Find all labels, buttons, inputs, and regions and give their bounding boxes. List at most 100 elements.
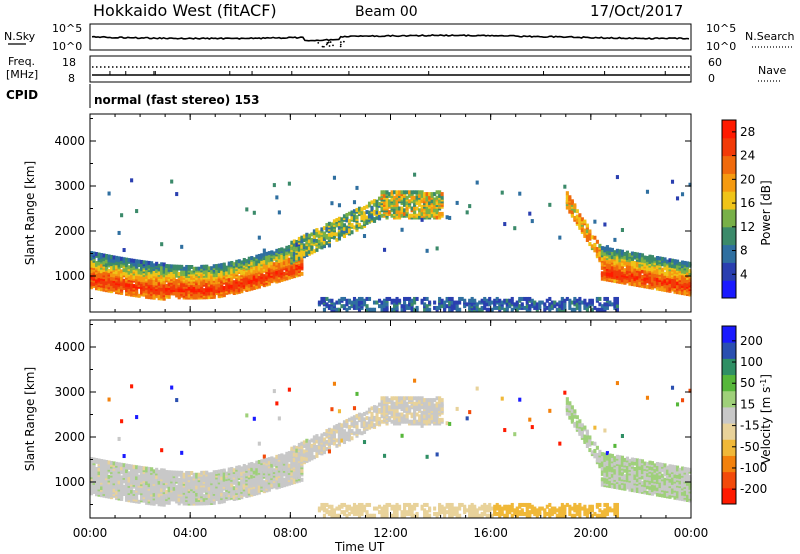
power-cell xyxy=(367,201,372,206)
velocity-cell xyxy=(325,439,329,444)
power-cell xyxy=(633,260,637,265)
power-cell xyxy=(660,267,665,272)
velocity-cell xyxy=(177,470,181,475)
power-cell xyxy=(510,307,514,312)
velocity-cell xyxy=(393,504,397,509)
velocity-cell xyxy=(385,508,389,513)
power-cell xyxy=(305,236,309,241)
velocity-cell xyxy=(275,476,279,481)
power-cell xyxy=(585,229,589,233)
velocity-cell xyxy=(355,391,359,396)
power-cell xyxy=(628,278,632,283)
velocity-cell xyxy=(115,461,119,466)
velocity-cell xyxy=(285,451,289,456)
velocity-cell xyxy=(292,445,296,450)
power-cell xyxy=(418,211,422,216)
velocity-cell xyxy=(367,420,372,425)
nave-tick-bottom: 0 xyxy=(708,72,715,85)
power-cell xyxy=(580,217,584,222)
power-cell xyxy=(130,283,134,288)
nave-tick-top: 60 xyxy=(708,56,722,69)
power-cell xyxy=(413,300,417,305)
power-cell xyxy=(435,190,439,195)
power-cell xyxy=(630,278,635,283)
velocity-cell xyxy=(362,420,367,425)
velocity-cell xyxy=(175,490,179,495)
power-cell xyxy=(440,304,444,309)
power-cell xyxy=(518,304,522,309)
velocity-cell xyxy=(225,493,229,498)
velocity-cell xyxy=(242,463,246,468)
power-cell xyxy=(423,296,427,301)
power-cell xyxy=(688,182,692,187)
power-cell xyxy=(448,307,452,312)
power-cell xyxy=(337,216,342,221)
velocity-cell xyxy=(385,502,389,507)
power-cell xyxy=(295,239,299,244)
velocity-cell xyxy=(287,451,291,456)
power-cell xyxy=(142,260,146,265)
power-cell xyxy=(352,305,357,310)
power-cell xyxy=(588,298,592,303)
velocity-cell xyxy=(302,440,306,445)
velocity-cell xyxy=(382,396,387,401)
velocity-cell xyxy=(315,444,319,449)
power-cell xyxy=(310,237,314,242)
colorbar-segment xyxy=(722,280,736,299)
power-cell xyxy=(445,296,449,301)
power-cell xyxy=(615,272,619,277)
power-cell xyxy=(222,267,226,272)
power-cell xyxy=(365,296,369,301)
power-cell xyxy=(327,298,331,303)
power-cell xyxy=(518,191,522,196)
power-cell xyxy=(623,268,627,273)
power-cell xyxy=(157,263,161,268)
velocity-cell xyxy=(395,502,399,507)
power-cell xyxy=(250,275,254,280)
power-cell xyxy=(415,190,419,195)
power-cell xyxy=(488,296,492,301)
power-cell xyxy=(140,259,144,264)
power-cell xyxy=(155,281,159,286)
velocity-cell xyxy=(110,482,114,487)
colorbar-segment xyxy=(722,191,736,210)
velocity-cell xyxy=(382,513,387,518)
power-cell xyxy=(380,307,384,312)
velocity-heatmap xyxy=(90,378,692,518)
velocity-cell xyxy=(290,471,294,476)
velocity-cell xyxy=(100,493,104,498)
power-cell xyxy=(480,305,484,310)
power-cell xyxy=(570,199,574,204)
velocity-cell xyxy=(367,407,372,412)
power-cell xyxy=(563,305,567,310)
power-cell xyxy=(200,264,204,269)
power-cell xyxy=(247,283,251,288)
power-cell xyxy=(272,251,276,256)
power-cell xyxy=(170,271,174,276)
power-cell xyxy=(505,302,509,307)
power-cell xyxy=(533,305,537,310)
colorbar-tick-label: 28 xyxy=(740,125,755,139)
velocity-cell xyxy=(205,470,209,475)
power-cell xyxy=(97,261,101,266)
power-cell xyxy=(95,279,99,284)
power-cell xyxy=(162,289,166,294)
velocity-cell xyxy=(215,470,219,475)
power-cell xyxy=(410,307,414,312)
velocity-cell xyxy=(97,467,101,472)
power-cell xyxy=(435,201,439,206)
power-cell xyxy=(650,278,655,283)
power-cell xyxy=(327,243,331,248)
power-cell xyxy=(663,271,667,276)
velocity-cell xyxy=(180,476,184,481)
power-cell xyxy=(393,210,397,215)
power-cell xyxy=(380,300,384,305)
velocity-cell xyxy=(307,448,311,453)
power-cell xyxy=(555,307,559,312)
velocity-cell xyxy=(390,504,394,509)
velocity-cell xyxy=(340,510,344,515)
velocity-cell xyxy=(347,504,352,509)
power-cell xyxy=(413,199,417,204)
power-cell xyxy=(325,302,329,307)
power-cell xyxy=(367,214,372,219)
